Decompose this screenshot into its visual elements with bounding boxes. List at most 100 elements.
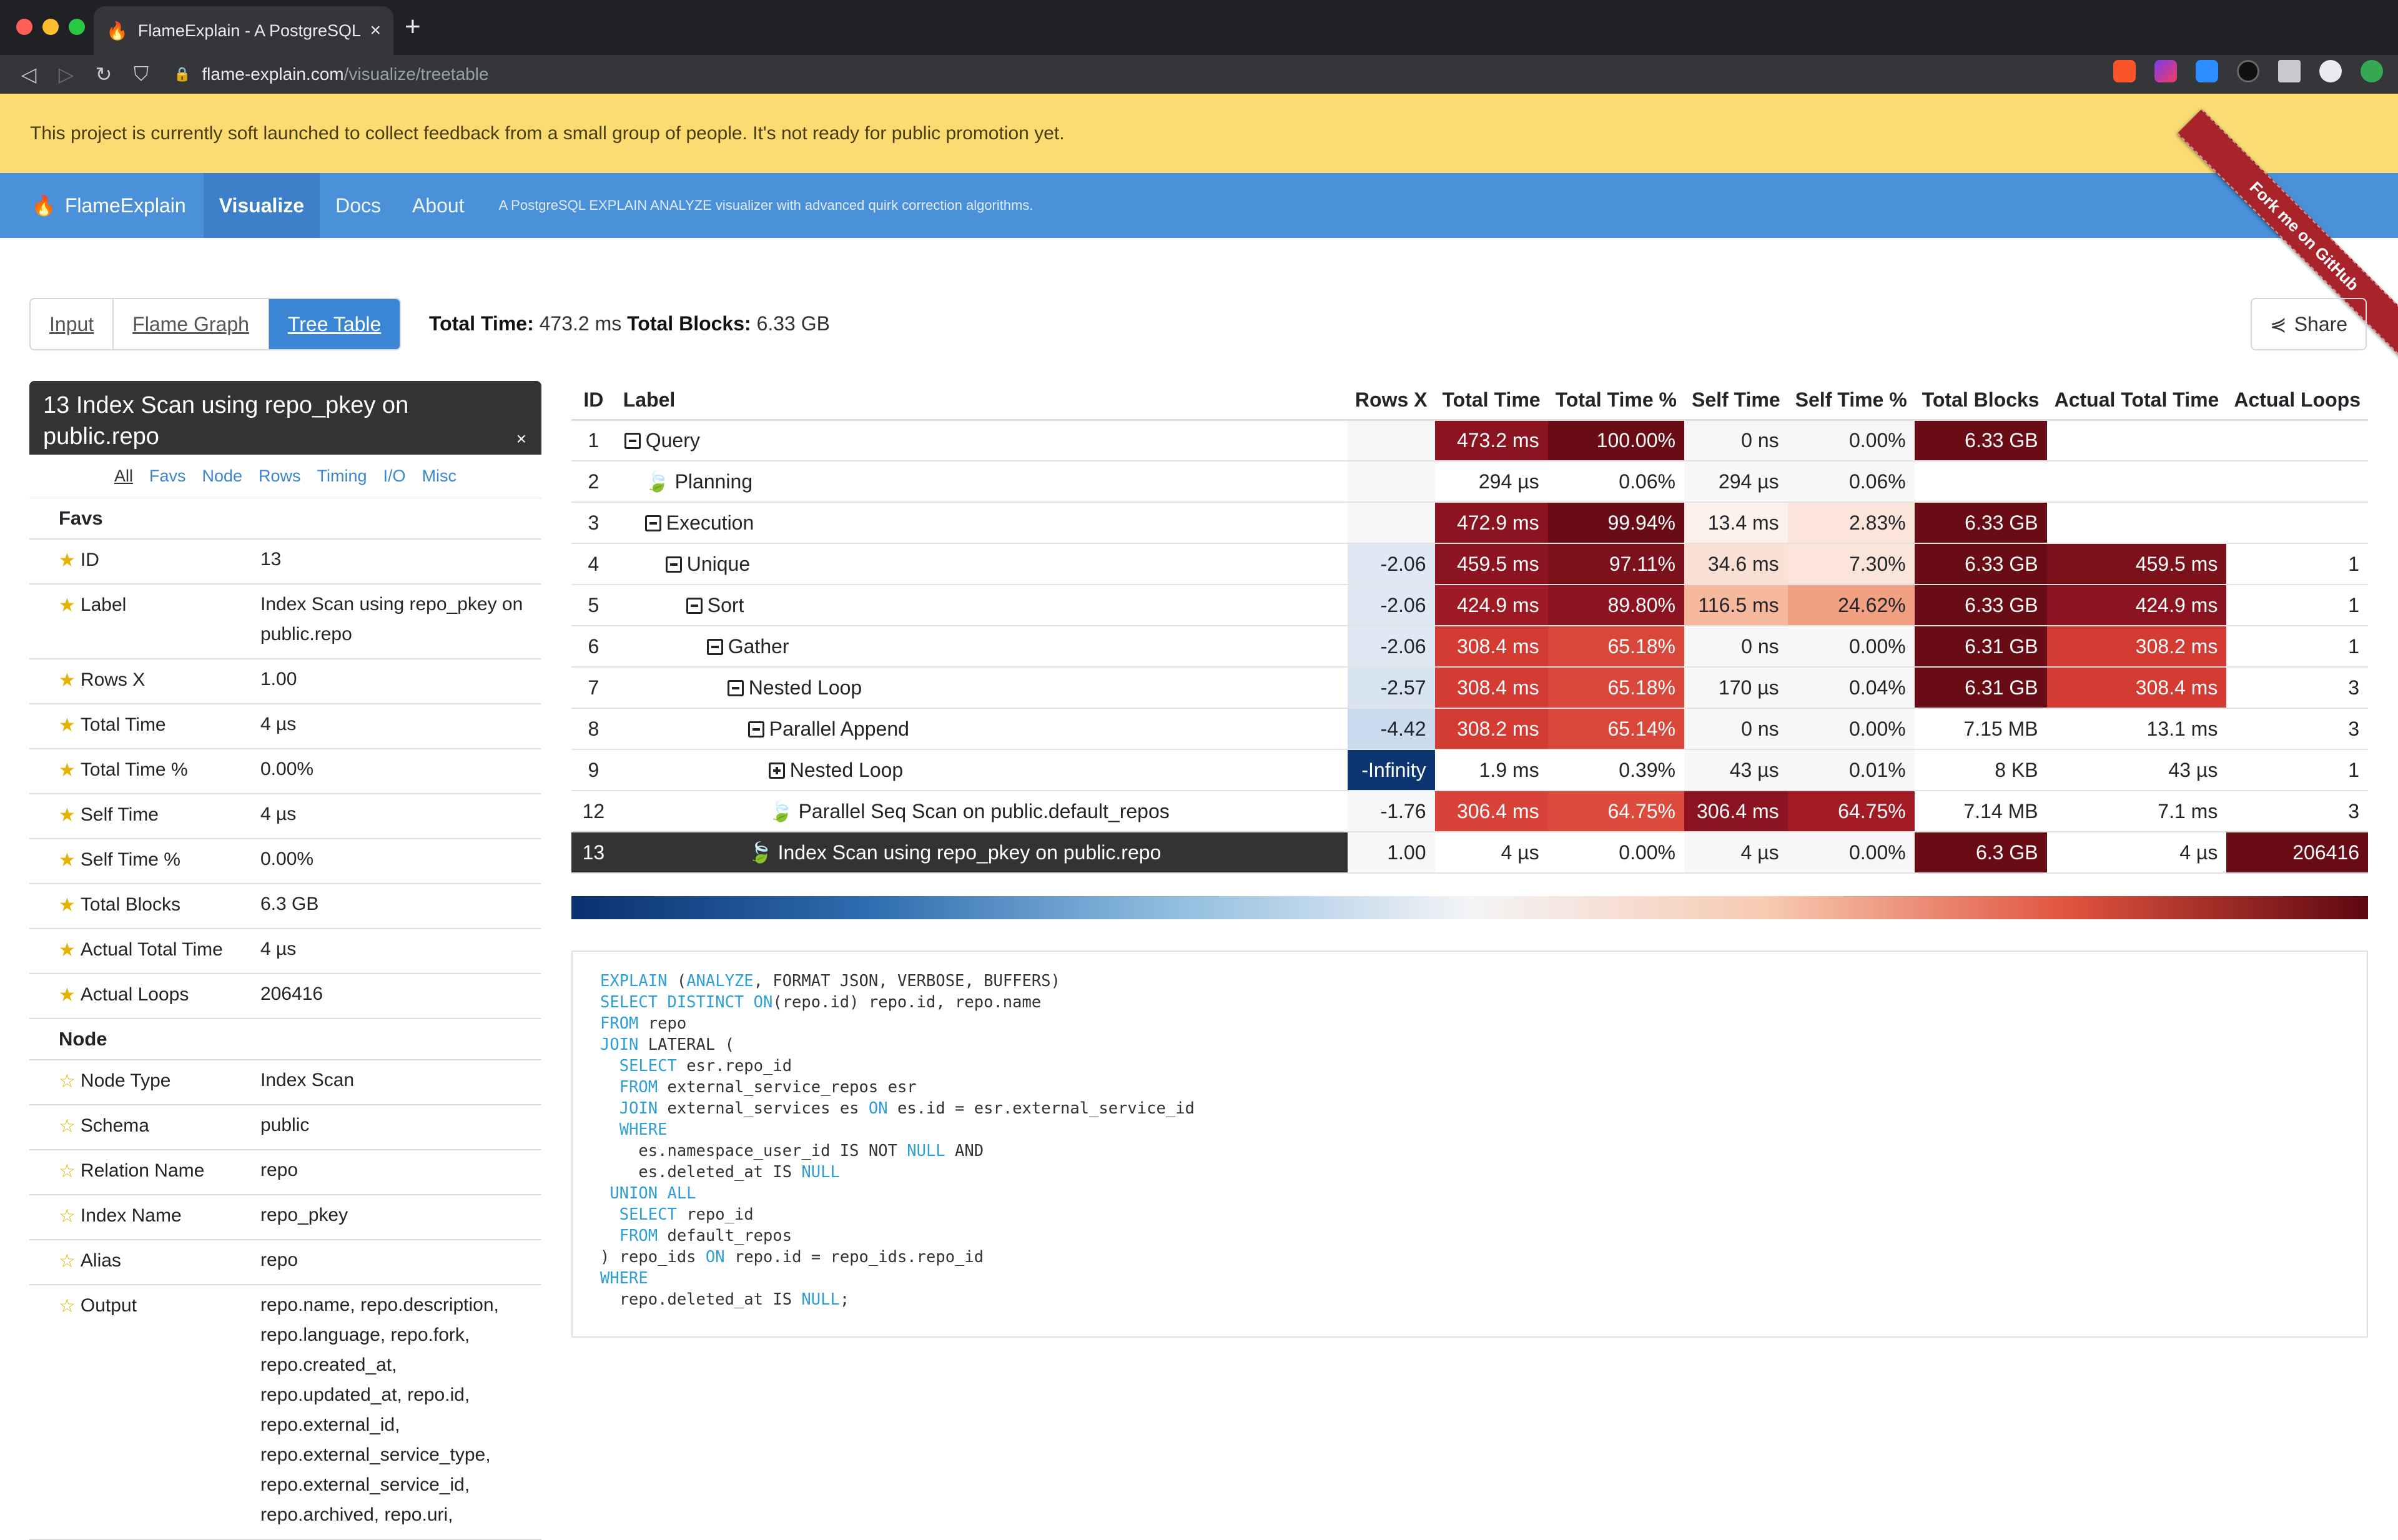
star-filled-icon[interactable]: ★	[59, 550, 76, 571]
star-outline-icon[interactable]: ☆	[59, 1296, 76, 1316]
table-row[interactable]: 6 Gather -2.06 308.4 ms 65.18% 0 ns 0.00% 6.31 …	[571, 626, 2368, 668]
profile-avatar[interactable]	[2319, 60, 2342, 82]
sql-keyword: WHERE	[600, 1269, 648, 1288]
table-row[interactable]: 1 Query 473.2 ms 100.00% 0 ns 0.00% 6.33 GB	[571, 420, 2368, 462]
property-label: Output	[80, 1295, 137, 1316]
column-header[interactable]: Total Time	[1434, 381, 1548, 421]
cell-total-time: 306.4 ms	[1434, 791, 1548, 832]
star-filled-icon[interactable]: ★	[59, 670, 76, 691]
table-row[interactable]: 8 Parallel Append -4.42 308.2 ms 65.14% 0 ns 0…	[571, 708, 2368, 750]
node-label[interactable]: 🍃 Parallel Seq Scan on public.default_rep…	[615, 791, 1348, 832]
table-row[interactable]: 2 🍃 Planning 294 µs 0.06% 294 µs 0.06%	[571, 461, 2368, 503]
table-row[interactable]: 5 Sort -2.06 424.9 ms 89.80% 116.5 ms 24.62% 6.…	[571, 585, 2368, 626]
star-filled-icon[interactable]: ★	[59, 895, 76, 916]
star-filled-icon[interactable]: ★	[59, 715, 76, 736]
detail-tab-all[interactable]: All	[114, 466, 133, 485]
star-outline-icon[interactable]: ☆	[59, 1071, 76, 1092]
collapse-icon[interactable]	[686, 597, 703, 614]
node-label[interactable]: Nested Loop	[615, 749, 1348, 791]
column-header[interactable]: Label	[615, 381, 1348, 421]
nav-docs[interactable]: Docs	[335, 194, 381, 217]
nav-visualize[interactable]: Visualize	[203, 173, 320, 238]
bookmark-icon[interactable]: ⛉	[133, 62, 149, 85]
table-row[interactable]: 9 Nested Loop -Infinity 1.9 ms 0.39% 43 µs 0.0…	[571, 749, 2368, 791]
node-id: 9	[571, 749, 616, 791]
extension-badge-icon[interactable]	[2237, 60, 2259, 82]
nav-about[interactable]: About	[412, 194, 465, 217]
column-header[interactable]: Actual Total Time	[2046, 381, 2227, 421]
node-label[interactable]: Unique	[615, 543, 1348, 585]
star-filled-icon[interactable]: ★	[59, 595, 76, 616]
collapse-icon[interactable]	[624, 432, 641, 449]
close-icon[interactable]: ×	[516, 429, 526, 448]
node-label[interactable]: 🍃 Planning	[615, 461, 1348, 503]
tab-flame-graph[interactable]: Flame Graph	[114, 299, 269, 349]
collapse-icon[interactable]	[748, 721, 764, 738]
column-header[interactable]: ID	[571, 381, 616, 421]
puzzle-icon[interactable]	[2278, 60, 2301, 82]
column-header[interactable]: Rows X	[1347, 381, 1435, 421]
star-outline-icon[interactable]: ☆	[59, 1206, 76, 1227]
brave-shield-icon[interactable]	[2113, 60, 2136, 82]
node-label[interactable]: Execution	[615, 502, 1348, 544]
new-tab-button[interactable]: +	[405, 11, 421, 42]
star-outline-icon[interactable]: ☆	[59, 1161, 76, 1182]
detail-tab-timing[interactable]: Timing	[317, 466, 367, 485]
node-id: 7	[571, 667, 616, 709]
tab-input[interactable]: Input	[31, 299, 114, 349]
minimize-window-button[interactable]	[42, 19, 59, 35]
expand-icon[interactable]	[768, 762, 785, 779]
star-outline-icon[interactable]: ☆	[59, 1251, 76, 1271]
zoom-extension-icon[interactable]	[2196, 60, 2218, 82]
star-filled-icon[interactable]: ★	[59, 985, 76, 1005]
column-header[interactable]: Actual Loops	[2226, 381, 2368, 421]
browser-tab[interactable]: 🔥 FlameExplain - A PostgreSQL EX ×	[94, 6, 393, 55]
table-row[interactable]: 12 🍃 Parallel Seq Scan on public.default_r…	[571, 791, 2368, 832]
detail-tab-misc[interactable]: Misc	[422, 466, 457, 485]
back-icon[interactable]: ◁	[21, 63, 37, 86]
property-row: ★ Actual Loops 206416	[29, 974, 541, 1019]
zoom-window-button[interactable]	[69, 19, 85, 35]
node-label[interactable]: Gather	[615, 626, 1348, 668]
tagline: A PostgreSQL EXPLAIN ANALYZE visualizer …	[498, 197, 1034, 213]
table-row[interactable]: 7 Nested Loop -2.57 308.4 ms 65.18% 170 µs 0.0…	[571, 667, 2368, 709]
update-icon[interactable]	[2361, 60, 2383, 82]
brave-rewards-icon[interactable]	[2154, 60, 2177, 82]
collapse-icon[interactable]	[727, 679, 744, 696]
column-header[interactable]: Self Time %	[1787, 381, 1915, 421]
node-label[interactable]: Parallel Append	[615, 708, 1348, 750]
detail-tab-rows[interactable]: Rows	[259, 466, 301, 485]
tab-tree-table[interactable]: Tree Table	[269, 299, 400, 349]
column-header[interactable]: Total Blocks	[1914, 381, 2047, 421]
node-label[interactable]: Nested Loop	[615, 667, 1348, 709]
close-window-button[interactable]	[16, 19, 32, 35]
star-filled-icon[interactable]: ★	[59, 850, 76, 871]
property-value: 1.00	[260, 669, 297, 689]
share-button[interactable]: ⋞ Share	[2251, 298, 2367, 350]
forward-icon[interactable]: ▷	[58, 63, 74, 86]
node-label[interactable]: 🍃 Index Scan using repo_pkey on public.re…	[615, 832, 1348, 874]
star-filled-icon[interactable]: ★	[59, 760, 76, 781]
detail-tab-io[interactable]: I/O	[383, 466, 406, 485]
detail-tab-favs[interactable]: Favs	[149, 466, 186, 485]
detail-tab-node[interactable]: Node	[202, 466, 243, 485]
star-outline-icon[interactable]: ☆	[59, 1116, 76, 1137]
star-filled-icon[interactable]: ★	[59, 940, 76, 960]
brand-link[interactable]: 🔥 FlameExplain	[0, 173, 204, 238]
reload-icon[interactable]: ↻	[95, 63, 112, 86]
table-row[interactable]: 3 Execution 472.9 ms 99.94% 13.4 ms 2.83% 6.33…	[571, 502, 2368, 544]
close-tab-icon[interactable]: ×	[370, 20, 381, 41]
collapse-icon[interactable]	[665, 556, 682, 573]
collapse-icon[interactable]	[644, 515, 661, 531]
column-header[interactable]: Total Time %	[1547, 381, 1684, 421]
property-label: Total Time	[80, 714, 166, 735]
column-header[interactable]: Self Time	[1684, 381, 1788, 421]
address-bar[interactable]: 🔒 flame-explain.com/visualize/treetable	[174, 59, 2097, 90]
star-filled-icon[interactable]: ★	[59, 805, 76, 826]
node-label[interactable]: Query	[615, 420, 1348, 462]
table-row[interactable]: 13 🍃 Index Scan using repo_pkey on public.…	[571, 832, 2368, 874]
table-row[interactable]: 4 Unique -2.06 459.5 ms 97.11% 34.6 ms 7.30% 6.…	[571, 543, 2368, 585]
brand-name: FlameExplain	[64, 194, 186, 217]
node-label[interactable]: Sort	[615, 585, 1348, 626]
collapse-icon[interactable]	[706, 638, 723, 655]
